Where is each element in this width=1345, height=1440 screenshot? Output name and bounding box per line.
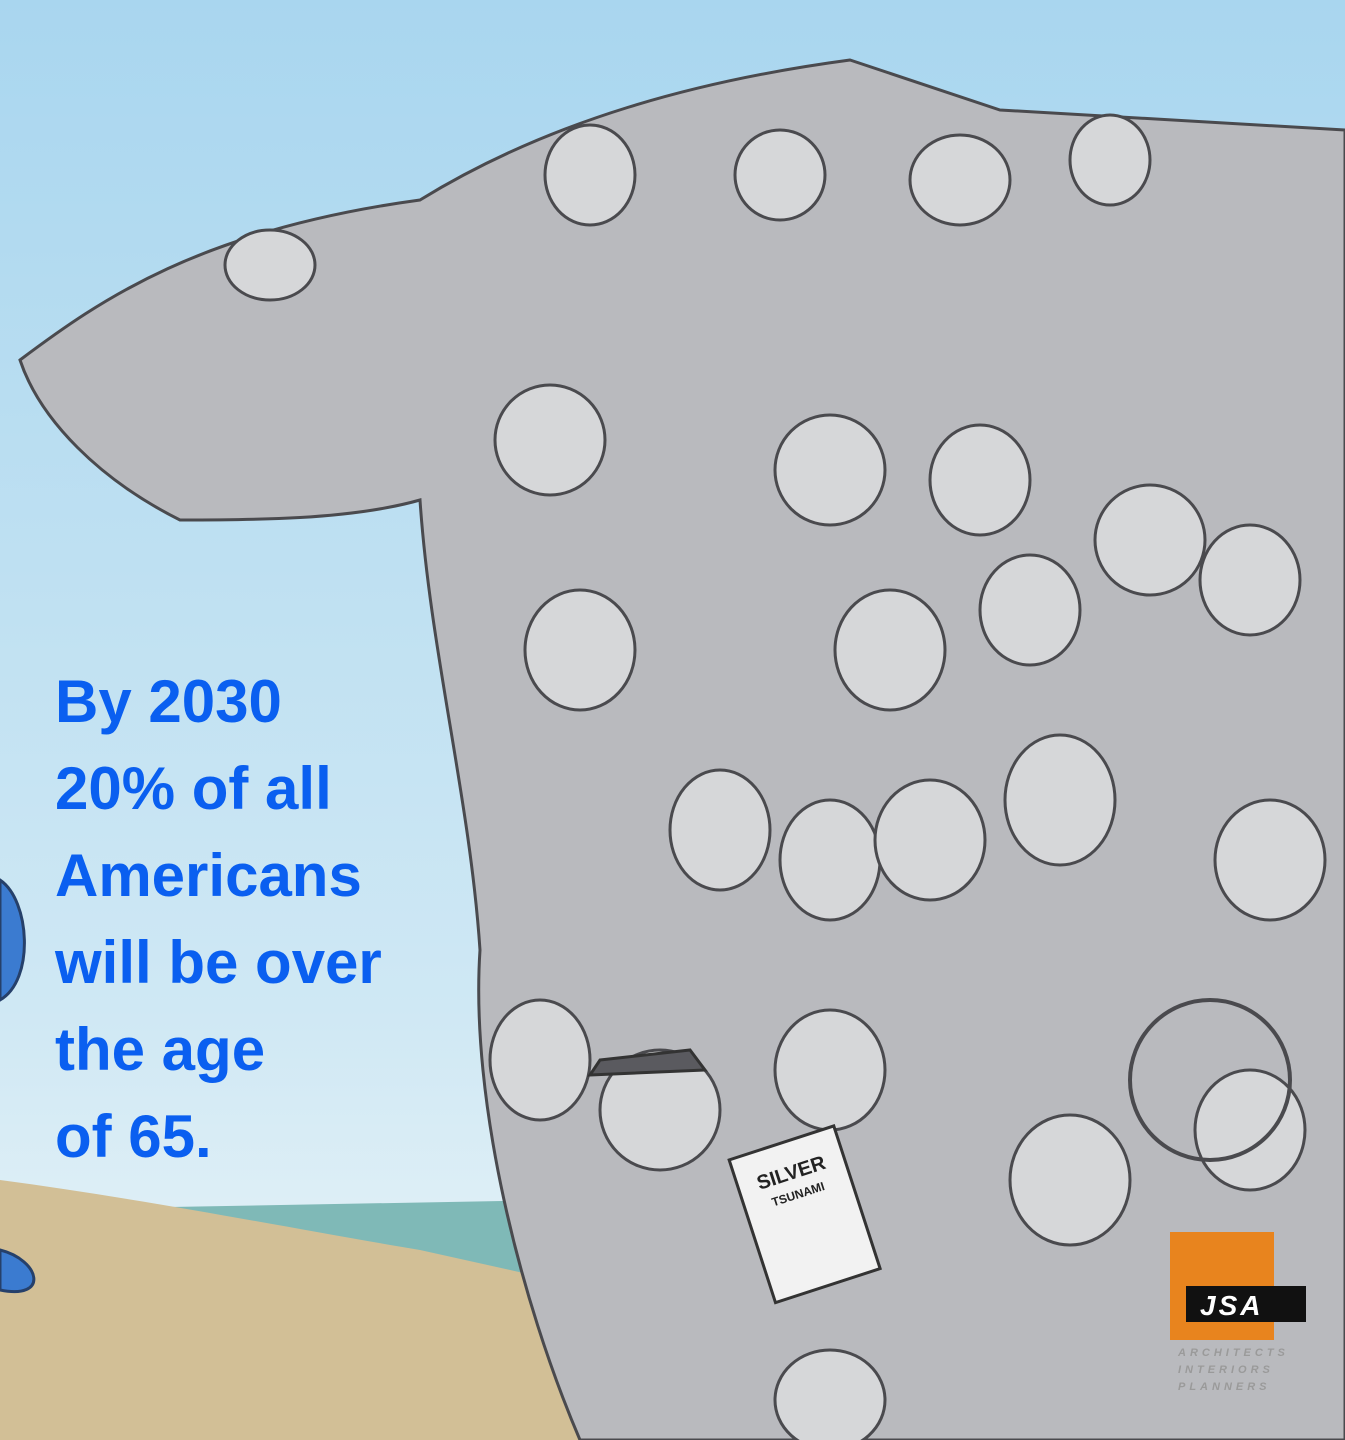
headline-line: 20% of all — [55, 755, 332, 822]
headline-line: Americans — [55, 842, 362, 909]
headline-line: of 65. — [55, 1103, 212, 1170]
headline-line: the age — [55, 1016, 265, 1083]
logo-tagline: ARCHITECTS — [1177, 1347, 1289, 1359]
illustration: SILVER TSUNAMI By 2030 20% of all Americ… — [0, 0, 1345, 1440]
headline-line: will be over — [54, 929, 382, 996]
logo-tagline: INTERIORS — [1178, 1364, 1274, 1376]
logo-tagline: PLANNERS — [1178, 1381, 1271, 1393]
logo-name: JSA — [1200, 1290, 1263, 1321]
headline-line: By 2030 — [55, 668, 282, 735]
